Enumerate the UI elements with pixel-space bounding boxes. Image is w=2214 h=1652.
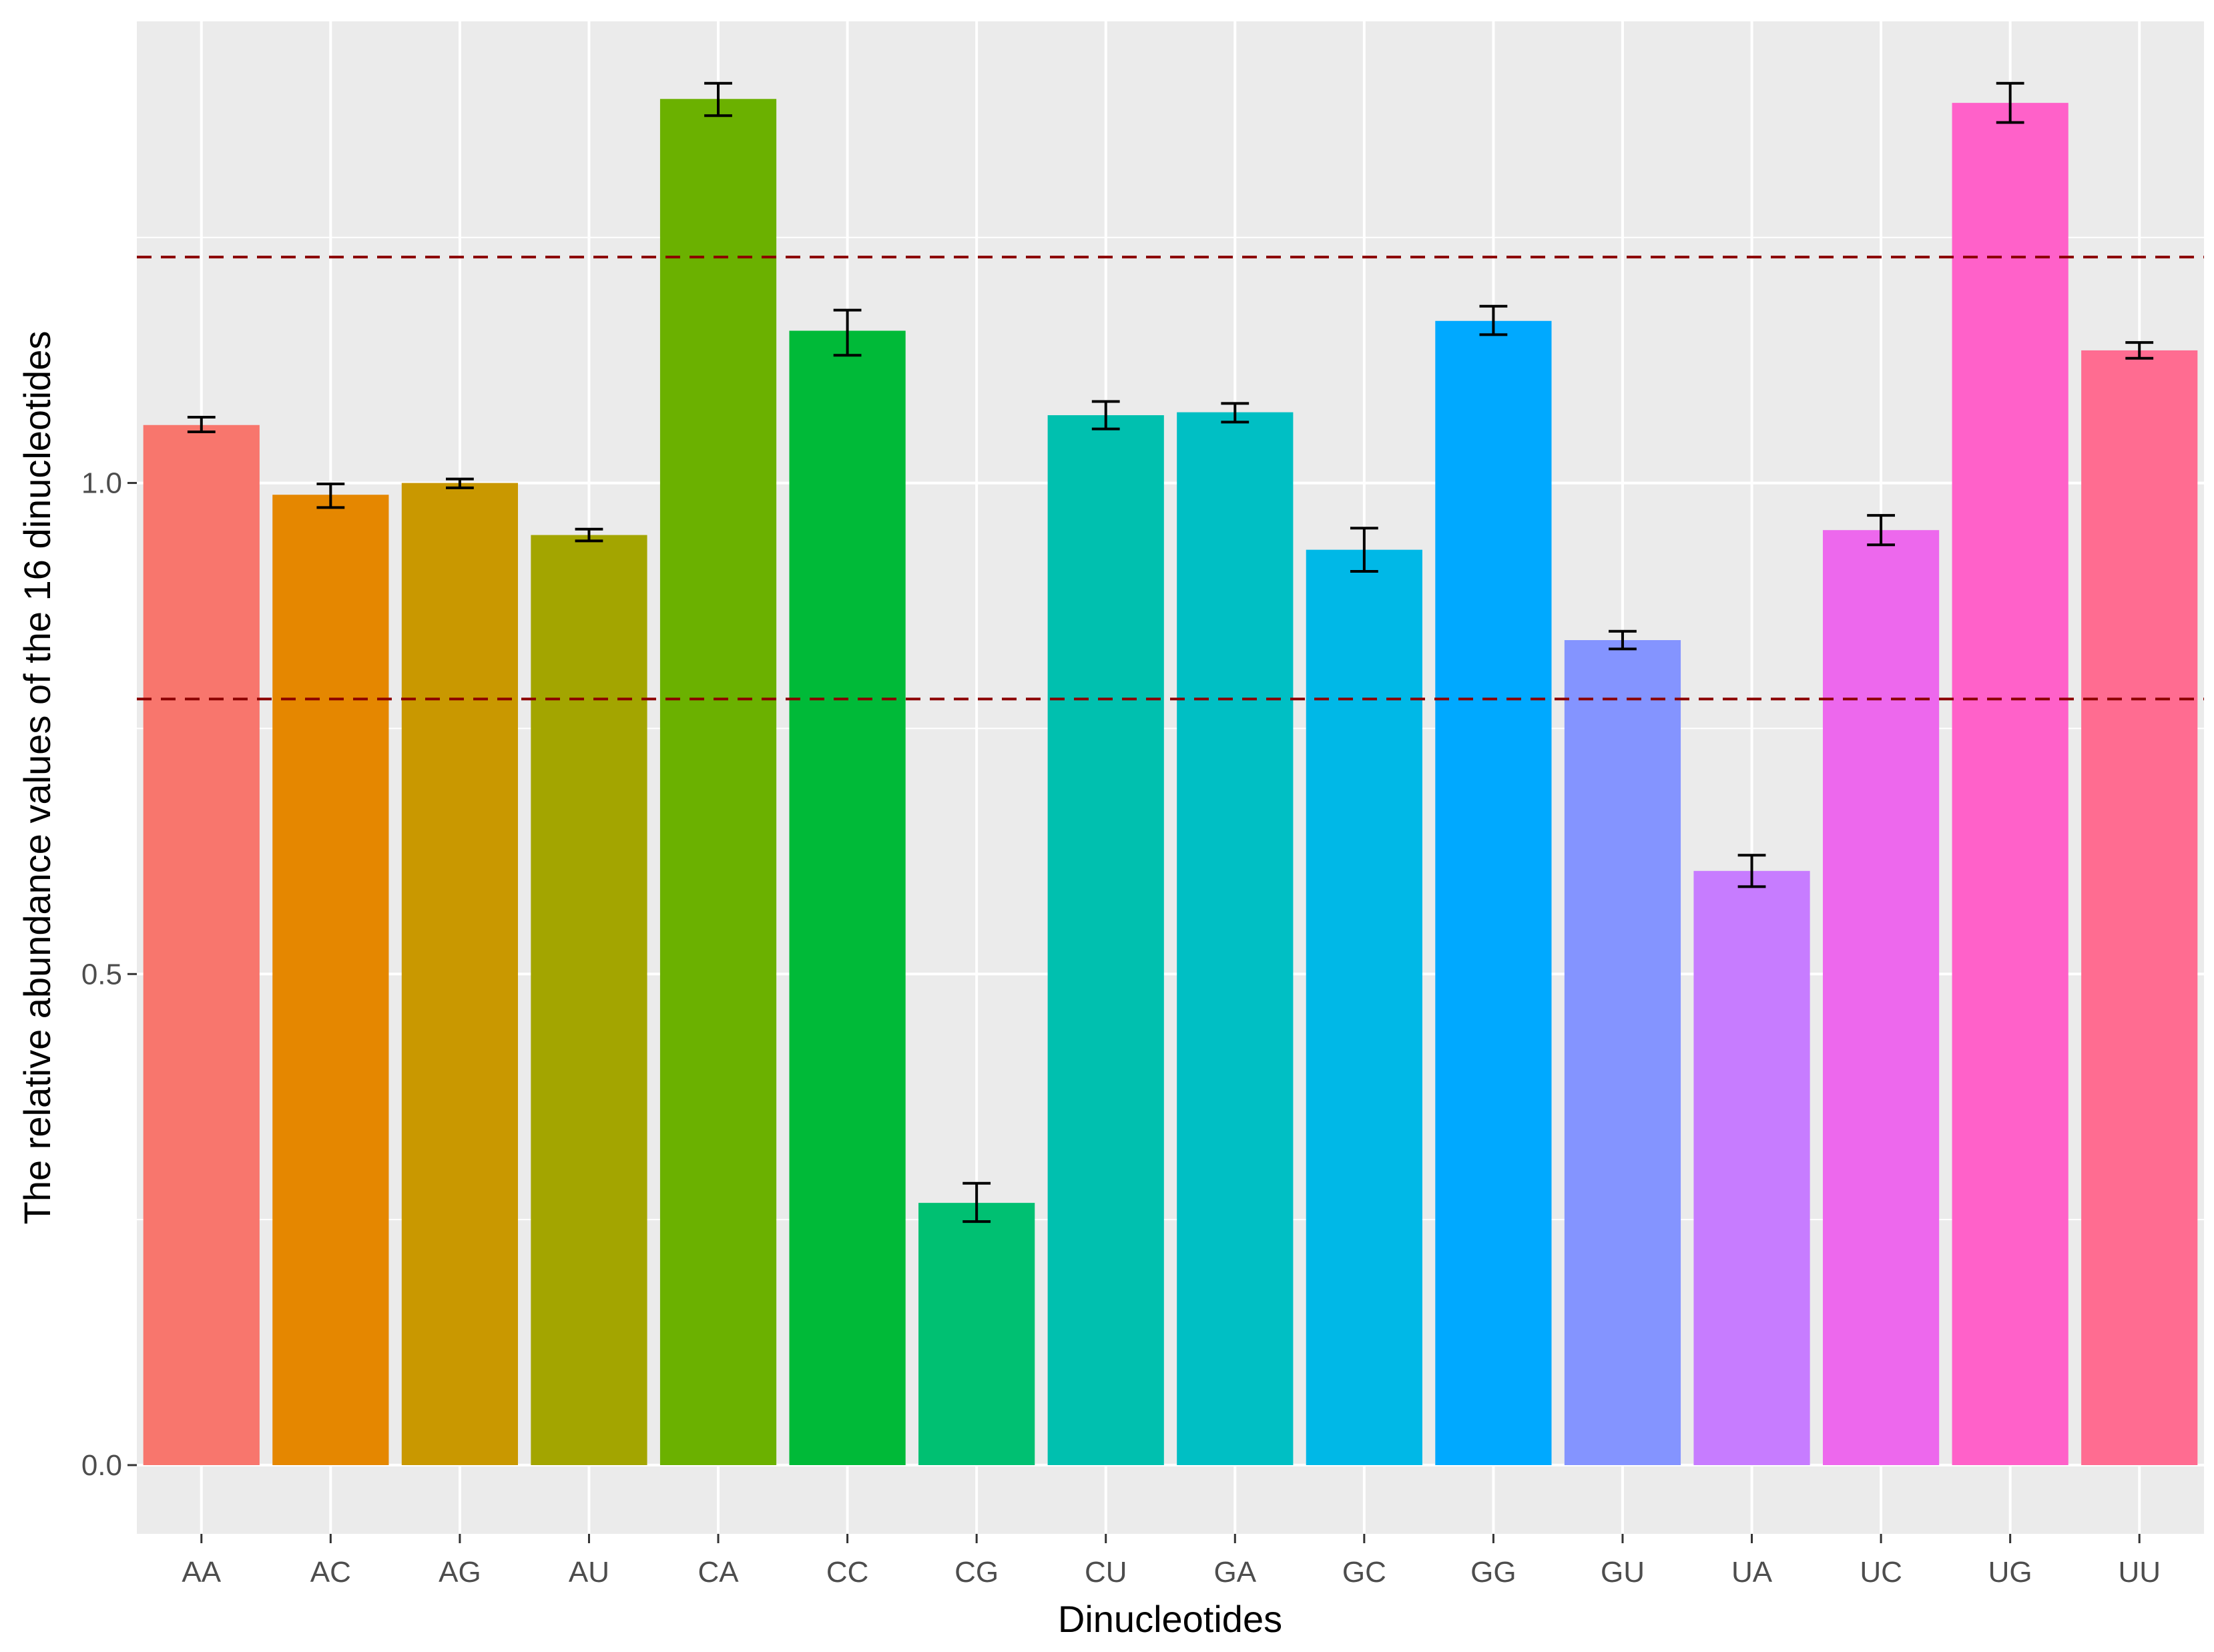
error-bars — [187, 81, 2154, 1223]
bar-CC — [789, 330, 906, 1465]
y-tick-label: 0.5 — [81, 958, 122, 991]
x-tick-label: GC — [1342, 1556, 1386, 1589]
bar-GG — [1435, 320, 1552, 1466]
x-tick-label: UG — [1988, 1556, 2032, 1589]
bar-UC — [1822, 530, 1940, 1466]
x-tick-label: CA — [698, 1556, 739, 1589]
bar-AU — [531, 535, 647, 1465]
x-tick-label: CC — [826, 1556, 869, 1589]
y-axis: 0.0 0.5 1.0 — [81, 467, 137, 1482]
x-tick-label: UA — [1731, 1556, 1773, 1589]
x-tick-label: GG — [1470, 1556, 1516, 1589]
x-tick-label: AC — [310, 1556, 351, 1589]
x-axis-title: Dinucleotides — [1058, 1598, 1282, 1640]
x-tick-label: AA — [182, 1556, 221, 1589]
x-tick-label: CU — [1085, 1556, 1127, 1589]
bar-AA — [143, 425, 260, 1466]
bar-CA — [659, 99, 777, 1465]
y-axis-title: The relative abundance values of the 16 … — [16, 331, 58, 1225]
y-tick-label: 1.0 — [81, 467, 122, 500]
bars — [143, 99, 2198, 1466]
bar-UA — [1693, 870, 1810, 1465]
bar-AG — [401, 483, 519, 1465]
bar-GU — [1564, 640, 1681, 1465]
y-tick-label: 0.0 — [81, 1449, 122, 1482]
x-tick-label: GU — [1601, 1556, 1645, 1589]
bar-GA — [1177, 412, 1294, 1465]
bar-GC — [1306, 549, 1422, 1465]
bar-CU — [1047, 415, 1164, 1465]
bar-AC — [272, 495, 389, 1466]
bar-UG — [1952, 103, 2068, 1466]
x-tick-label: UC — [1860, 1556, 1902, 1589]
reference-lines — [137, 256, 2204, 701]
x-tick-label: CG — [954, 1556, 999, 1589]
bar-UU — [2081, 350, 2198, 1465]
x-tick-label: AG — [439, 1556, 481, 1589]
x-tick-label: GA — [1213, 1556, 1256, 1589]
bar-CG — [918, 1203, 1035, 1465]
x-axis: AA AC AG AU CA CC CG CU GA GC GG GU UA UC UG UU — [182, 1534, 2161, 1589]
x-tick-label: AU — [569, 1556, 609, 1589]
x-tick-label: UU — [2118, 1556, 2161, 1589]
